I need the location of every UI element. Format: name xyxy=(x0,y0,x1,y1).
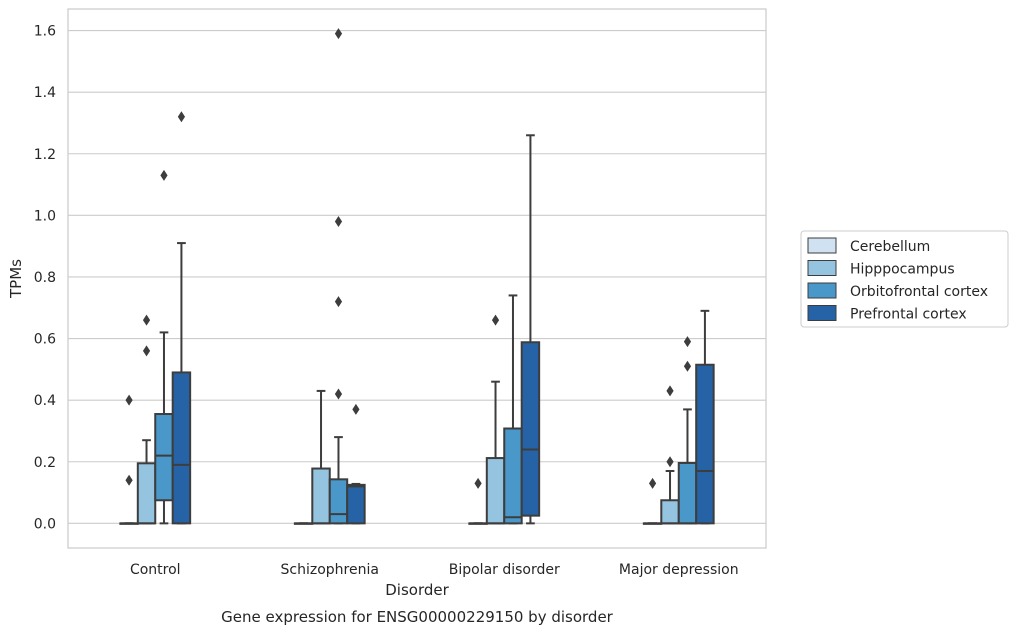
y-tick-label: 0.6 xyxy=(34,332,56,348)
outlier-point xyxy=(125,474,133,486)
legend-frame xyxy=(800,230,1009,328)
y-tick-label: 0.0 xyxy=(34,516,56,532)
legend-swatch xyxy=(807,282,837,299)
x-tick-label: Bipolar disorder xyxy=(449,562,560,578)
box-hipppocampus xyxy=(311,389,331,525)
box-prefrontal-cortex xyxy=(346,403,366,525)
legend-swatch xyxy=(807,305,837,321)
y-tick-label: 0.2 xyxy=(34,455,56,471)
legend-label: Orbitofrontal cortex xyxy=(850,284,988,300)
box-body xyxy=(154,413,174,502)
y-tick-label: 0.4 xyxy=(34,393,56,409)
box-body xyxy=(171,371,192,525)
box-cerebellum xyxy=(293,522,314,525)
outlier-point xyxy=(142,314,151,326)
box-body xyxy=(136,462,157,525)
x-axis-title: Disorder xyxy=(385,581,449,599)
outlier-point xyxy=(334,216,343,228)
box-body xyxy=(346,483,366,525)
outlier-point xyxy=(142,345,151,357)
legend-swatch xyxy=(807,260,837,276)
x-tick-labels: Control Schizophrenia Bipolar disorder Majo… xyxy=(130,562,739,578)
box-body xyxy=(503,427,523,525)
box-body xyxy=(660,499,680,525)
box-prefrontal-cortex xyxy=(695,309,715,525)
box-hipppocampus xyxy=(136,314,157,525)
box-body xyxy=(695,363,715,525)
outlier-point xyxy=(125,394,133,406)
y-tick-label: 1.0 xyxy=(34,208,56,224)
legend-label: Cerebellum xyxy=(850,239,930,255)
outlier-point xyxy=(160,169,168,181)
legend-swatch xyxy=(807,237,837,254)
outlier-point xyxy=(474,477,482,489)
y-axis-title: TPMs xyxy=(7,259,25,299)
outlier-point xyxy=(666,456,674,468)
y-tick-labels: 0.0 0.2 0.4 0.6 0.8 1.0 1.2 1.4 1.6 xyxy=(34,24,56,533)
legend: Cerebellum Hipppocampus Orbitofrontal cort… xyxy=(800,230,1009,328)
box-body xyxy=(311,467,331,525)
legend-label: Hipppocampus xyxy=(850,262,955,278)
outlier-point xyxy=(334,388,343,400)
outlier-point xyxy=(177,111,186,123)
box-orbitofrontal-cortex xyxy=(677,336,698,525)
y-tick-label: 1.2 xyxy=(34,147,56,163)
outlier-point xyxy=(666,385,674,397)
chart-caption: Gene expression for ENSG00000229150 by d… xyxy=(221,608,614,626)
outlier-point xyxy=(491,314,500,326)
box-body xyxy=(328,478,349,525)
outlier-point xyxy=(334,28,343,40)
box-body xyxy=(677,461,698,525)
y-tick-label: 1.4 xyxy=(34,85,56,101)
box-prefrontal-cortex xyxy=(520,134,541,525)
plot-frame xyxy=(67,8,767,549)
x-tick-label: Major depression xyxy=(619,562,739,578)
outlier-point xyxy=(683,336,692,348)
box-groups xyxy=(119,28,715,525)
x-tick-label: Schizophrenia xyxy=(281,562,379,578)
legend-label: Prefrontal cortex xyxy=(850,307,967,323)
box-body xyxy=(520,341,541,517)
outlier-point xyxy=(334,296,343,308)
box-cerebellum xyxy=(468,477,488,525)
outlier-point xyxy=(683,360,692,372)
y-tick-label: 0.8 xyxy=(34,270,56,286)
outlier-point xyxy=(648,477,657,489)
x-tick-label: Control xyxy=(130,562,181,578)
box-prefrontal-cortex xyxy=(171,111,192,525)
box-hipppocampus xyxy=(660,385,680,525)
y-tick-label: 1.6 xyxy=(34,24,56,40)
outlier-point xyxy=(352,403,360,415)
box-body xyxy=(485,457,506,525)
